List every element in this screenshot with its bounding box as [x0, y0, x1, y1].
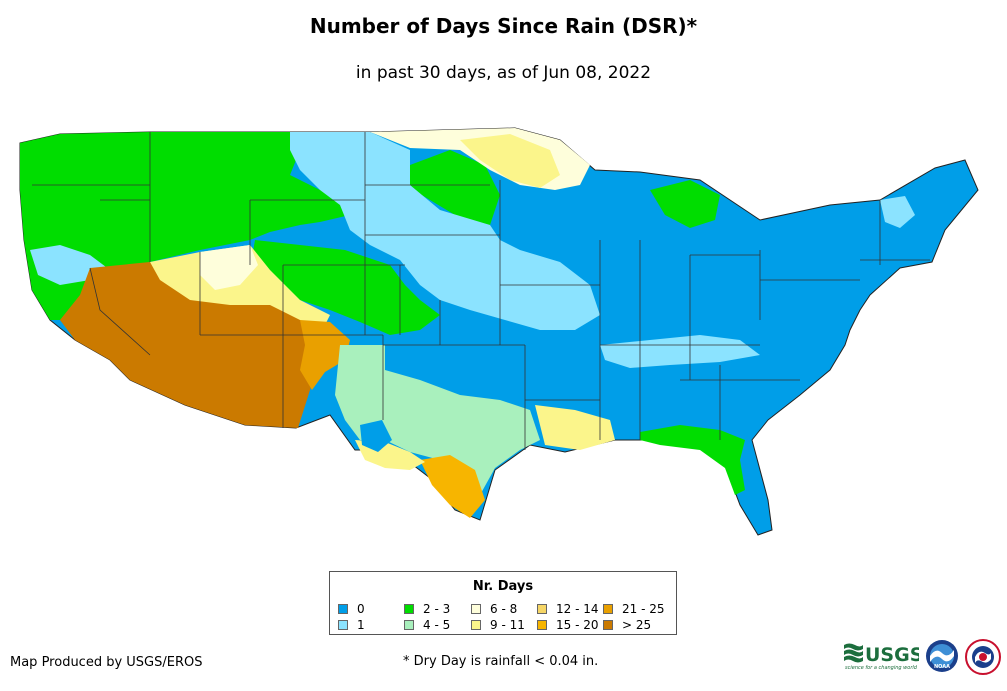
legend-swatch — [603, 620, 613, 630]
legend-swatch — [537, 620, 547, 630]
legend-item-2: 2 - 3 — [404, 602, 450, 616]
legend-label: 21 - 25 — [622, 602, 665, 616]
noaa-logo: NOAA — [926, 640, 958, 672]
region-nm-orange — [300, 320, 350, 390]
region-mn-yellow-2 — [460, 134, 560, 188]
legend-swatch — [537, 604, 547, 614]
legend-item-0: 0 — [338, 602, 365, 616]
legend-box: Nr. Days 0 1 2 - 3 4 - 5 6 - 8 9 - 11 12… — [329, 571, 677, 635]
usgs-wordmark: USGS — [865, 644, 919, 666]
legend-item-6: 12 - 14 — [537, 602, 599, 616]
legend-title: Nr. Days — [472, 579, 534, 594]
region-texas-lightgreen — [335, 345, 540, 495]
legend-swatch — [471, 620, 481, 630]
region-northern-plains-lightblue — [290, 132, 600, 330]
legend-item-1: 1 — [338, 618, 365, 632]
region-newengland-lightblue — [880, 196, 915, 228]
region-michigan-green — [650, 180, 720, 228]
region-texas-blue — [360, 420, 392, 452]
legend-item-8: 21 - 25 — [603, 602, 665, 616]
legend-label: > 25 — [622, 618, 652, 632]
legend-label: 4 - 5 — [423, 618, 451, 632]
region-plains-green — [250, 240, 440, 335]
legend-swatch — [471, 604, 481, 614]
legend-label: 9 - 11 — [490, 618, 525, 632]
legend-swatch — [338, 620, 348, 630]
legend-label: 15 - 20 — [556, 618, 599, 632]
legend-swatch — [338, 604, 348, 614]
region-southeast-green — [640, 425, 745, 495]
dry-day-footnote: * Dry Day is rainfall < 0.04 in. — [403, 654, 599, 669]
noaa-wordmark: NOAA — [934, 664, 950, 670]
region-texas-orange — [420, 455, 485, 518]
legend-item-5: 9 - 11 — [471, 618, 525, 632]
map-title: Number of Days Since Rain (DSR)* — [309, 14, 698, 38]
legend-item-3: 4 - 5 — [404, 618, 450, 632]
legend-item-9: > 25 — [603, 618, 651, 632]
legend-label: 6 - 8 — [490, 602, 518, 616]
legend-swatch — [404, 620, 414, 630]
usgs-logo: USGS science for a changing world — [844, 643, 919, 671]
usgs-tagline: science for a changing world — [845, 665, 918, 671]
legend-label: 0 — [357, 602, 365, 616]
produced-by-text: Map Produced by USGS/EROS — [10, 655, 203, 670]
legend-label: 2 - 3 — [423, 602, 451, 616]
legend-item-7: 15 - 20 — [537, 618, 599, 632]
region-corners-lightyellow — [200, 245, 258, 290]
legend-item-4: 6 - 8 — [471, 602, 517, 616]
map-subtitle: in past 30 days, as of Jun 08, 2022 — [355, 63, 652, 83]
usgs-wave-icon — [844, 643, 863, 663]
region-dakota-green — [405, 150, 500, 225]
legend-label: 1 — [357, 618, 365, 632]
nws-logo — [965, 639, 1001, 675]
legend-swatch — [404, 604, 414, 614]
region-southwest-brown — [60, 262, 340, 428]
us-days-since-rain-map — [19, 127, 979, 536]
region-gulf-yellow — [535, 405, 615, 450]
legend-swatch — [603, 604, 613, 614]
noaa-bird-icon — [930, 650, 954, 662]
state-boundaries — [32, 132, 930, 450]
legend-label: 12 - 14 — [556, 602, 599, 616]
